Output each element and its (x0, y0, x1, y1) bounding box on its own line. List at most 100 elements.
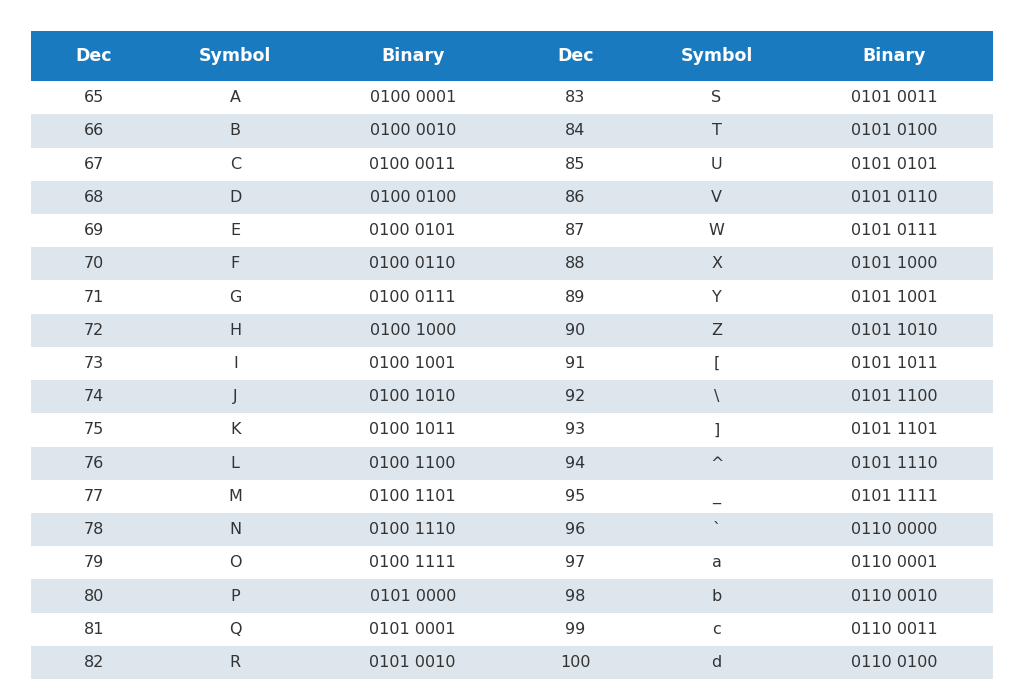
Bar (31, 314, 993, 347)
Text: A: A (229, 90, 241, 105)
Text: 0101 0100: 0101 0100 (851, 123, 937, 139)
Bar (31, 81, 993, 114)
Text: 0100 1100: 0100 1100 (370, 456, 456, 471)
Text: 90: 90 (565, 323, 586, 337)
Text: X: X (711, 256, 722, 272)
Text: B: B (229, 123, 241, 139)
Text: 99: 99 (565, 622, 586, 637)
Text: Symbol: Symbol (199, 47, 271, 65)
Text: 0101 1000: 0101 1000 (851, 256, 937, 272)
Text: 71: 71 (84, 290, 104, 304)
Text: 98: 98 (565, 588, 586, 604)
Text: 0100 0010: 0100 0010 (370, 123, 456, 139)
Text: a: a (712, 555, 722, 570)
Text: 0101 0000: 0101 0000 (370, 588, 456, 604)
Text: 0110 0011: 0110 0011 (851, 622, 937, 637)
Text: 85: 85 (565, 157, 586, 172)
Text: 93: 93 (565, 423, 586, 437)
Text: 97: 97 (565, 555, 586, 570)
Text: V: V (711, 190, 722, 205)
Text: 73: 73 (84, 356, 104, 371)
Text: Binary: Binary (862, 47, 926, 65)
Text: 88: 88 (565, 256, 586, 272)
Text: R: R (229, 655, 241, 670)
Text: 66: 66 (84, 123, 104, 139)
Text: 70: 70 (84, 256, 104, 272)
Text: S: S (712, 90, 722, 105)
Text: Symbol: Symbol (680, 47, 753, 65)
Bar (31, 613, 993, 646)
Text: 0100 0011: 0100 0011 (370, 157, 456, 172)
Text: 94: 94 (565, 456, 586, 471)
Text: 89: 89 (565, 290, 586, 304)
Text: 0100 1111: 0100 1111 (370, 555, 456, 570)
Text: 0101 0001: 0101 0001 (370, 622, 456, 637)
Text: 0101 0011: 0101 0011 (851, 90, 937, 105)
Text: 0100 1110: 0100 1110 (370, 522, 456, 537)
Text: 0100 1001: 0100 1001 (370, 356, 456, 371)
Text: T: T (712, 123, 722, 139)
Text: F: F (230, 256, 240, 272)
Text: 0110 0010: 0110 0010 (851, 588, 937, 604)
Text: [: [ (714, 356, 720, 371)
Bar (31, 513, 993, 546)
Text: 0100 0110: 0100 0110 (370, 256, 456, 272)
Text: 0100 0001: 0100 0001 (370, 90, 456, 105)
Text: H: H (229, 323, 242, 337)
Text: d: d (712, 655, 722, 670)
Text: 0100 0101: 0100 0101 (370, 223, 456, 238)
Text: 78: 78 (84, 522, 104, 537)
Text: J: J (232, 389, 238, 404)
Text: 0101 1011: 0101 1011 (851, 356, 937, 371)
Text: 81: 81 (84, 622, 104, 637)
Text: 77: 77 (84, 489, 104, 504)
Text: 0101 1101: 0101 1101 (851, 423, 937, 437)
Bar (31, 247, 993, 281)
Text: 0101 1110: 0101 1110 (851, 456, 937, 471)
Text: 76: 76 (84, 456, 104, 471)
Bar (31, 114, 993, 148)
Text: 86: 86 (565, 190, 586, 205)
Text: 84: 84 (565, 123, 586, 139)
Text: _: _ (713, 489, 721, 504)
Text: N: N (229, 522, 242, 537)
Text: 87: 87 (565, 223, 586, 238)
Text: G: G (229, 290, 242, 304)
Text: 0101 1111: 0101 1111 (851, 489, 937, 504)
Text: 0110 0000: 0110 0000 (851, 522, 937, 537)
Text: 0101 1001: 0101 1001 (851, 290, 937, 304)
Text: ^: ^ (710, 456, 723, 471)
Text: 69: 69 (84, 223, 104, 238)
Text: 67: 67 (84, 157, 104, 172)
Text: Z: Z (711, 323, 722, 337)
Text: ]: ] (714, 423, 720, 437)
Text: 83: 83 (565, 90, 586, 105)
Text: 80: 80 (84, 588, 104, 604)
Text: O: O (229, 555, 242, 570)
Text: 72: 72 (84, 323, 104, 337)
Text: Dec: Dec (76, 47, 113, 65)
Text: c: c (712, 622, 721, 637)
Text: U: U (711, 157, 722, 172)
Text: 75: 75 (84, 423, 104, 437)
Text: 0101 0110: 0101 0110 (851, 190, 937, 205)
Text: \: \ (714, 389, 719, 404)
Text: D: D (229, 190, 242, 205)
Text: P: P (230, 588, 240, 604)
Text: 0101 1100: 0101 1100 (851, 389, 937, 404)
Text: 0101 0010: 0101 0010 (370, 655, 456, 670)
Text: b: b (712, 588, 722, 604)
Text: 68: 68 (84, 190, 104, 205)
Text: Q: Q (229, 622, 242, 637)
Bar (31, 281, 993, 314)
Bar (31, 181, 993, 214)
Text: 82: 82 (84, 655, 104, 670)
Text: 0100 1010: 0100 1010 (370, 389, 456, 404)
Text: 0100 0111: 0100 0111 (370, 290, 456, 304)
Bar (31, 31, 993, 81)
Text: 0100 0100: 0100 0100 (370, 190, 456, 205)
Bar (31, 413, 993, 446)
Text: 91: 91 (565, 356, 586, 371)
Bar (31, 646, 993, 679)
Bar (31, 446, 993, 480)
